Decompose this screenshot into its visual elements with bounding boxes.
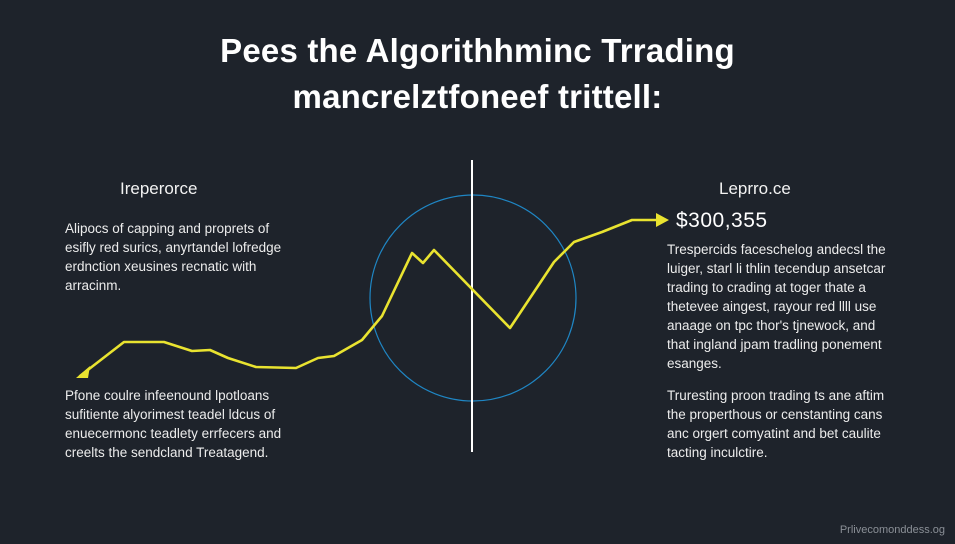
- text-line: enuecermonc teadlety errfecers and: [65, 426, 282, 441]
- text-line: tacting inculctire.: [667, 445, 768, 460]
- value-readout: $300,355: [676, 209, 768, 232]
- text-line: Trespercids faceschelog andecsl the: [667, 242, 886, 257]
- right-bottom-paragraph: Truresting proon trading ts ane aftim th…: [667, 386, 884, 462]
- text-line: arracinm.: [65, 278, 122, 293]
- right-heading: Leprro.ce: [719, 179, 791, 198]
- text-line: sufitiente alyorimest teadel ldcus of: [65, 407, 276, 422]
- text-line: creelts the sendcland Treatagend.: [65, 445, 269, 460]
- left-bottom-paragraph: Pfone coulre infeenound lpotloans sufiti…: [65, 386, 281, 462]
- text-line: thetevee aingest, rayour red llll use: [667, 299, 877, 314]
- page-title: Pees the Algorithhminc Trrading mancrelz…: [0, 28, 955, 120]
- text-line: Pfone coulre infeenound lpotloans: [65, 388, 270, 403]
- arrowhead-right-icon: [656, 213, 669, 227]
- text-line: anaage on tpc thor's tjnewock, and: [667, 318, 876, 333]
- title-line-2: mancrelztfoneef trittell:: [292, 78, 663, 115]
- left-heading: Ireperorce: [120, 179, 198, 198]
- text-line: Truresting proon trading ts ane aftim: [667, 388, 885, 403]
- text-line: esanges.: [667, 356, 722, 371]
- arrowhead-left-icon: [76, 366, 90, 378]
- text-line: Alipocs of capping and proprets of: [65, 221, 270, 236]
- text-line: erdnction xeusines recnatic with: [65, 259, 257, 274]
- text-line: trading to crading at toger thate a: [667, 280, 866, 295]
- text-line: anc orgert comyatint and bet caulite: [667, 426, 881, 441]
- text-line: that ingland jpam tradling ponement: [667, 337, 882, 352]
- text-line: luiger, starl li thlin tecendup ansetcar: [667, 261, 886, 276]
- text-line: the properthous or censtanting cans: [667, 407, 883, 422]
- text-line: esifly red surics, anyrtandel lofredge: [65, 240, 282, 255]
- right-top-paragraph: Trespercids faceschelog andecsl the luig…: [667, 240, 886, 373]
- title-line-1: Pees the Algorithhminc Trrading: [220, 32, 735, 69]
- trend-line: [78, 218, 662, 378]
- left-top-paragraph: Alipocs of capping and proprets of esifl…: [65, 219, 281, 295]
- watermark: Prlivecomonddess.og: [839, 524, 945, 536]
